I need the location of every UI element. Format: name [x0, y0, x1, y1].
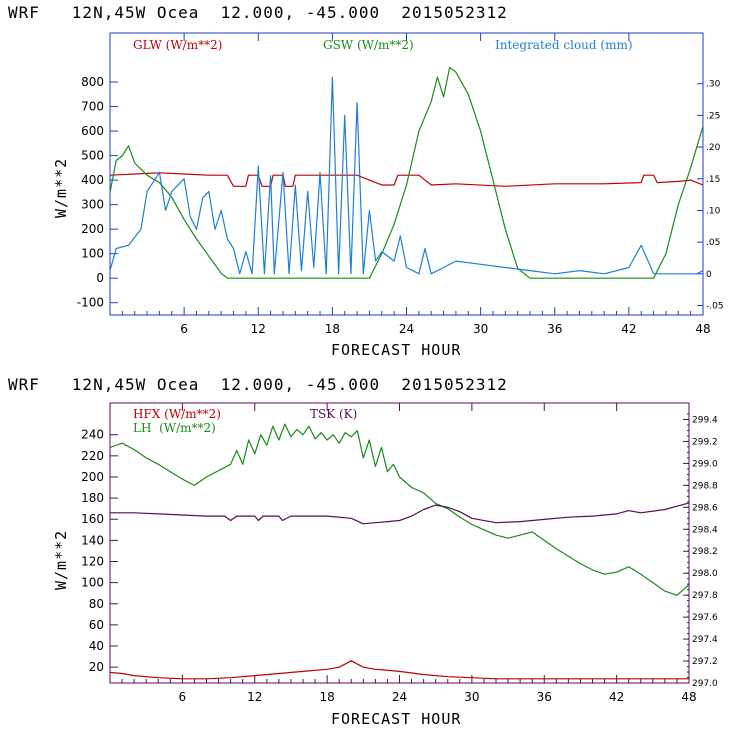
chart-2-legend-hfx: HFX (W/m**2): [133, 407, 221, 421]
x-tick-label: 12: [251, 322, 266, 336]
chart-2-y2-tick-labels: 297.0 297.2 297.4 297.6 297.8 298.0 298.2 298.4…: [692, 415, 718, 689]
y-tick-label: 300: [81, 198, 104, 212]
chart-2: WRF 12N,45W Ocea 12.000, -45.000 2015052…: [8, 375, 718, 728]
chart-1-x-axis-title: FORECAST HOUR: [331, 341, 461, 359]
chart-1: WRF 12N,45W Ocea 12.000, -45.000 2015052…: [8, 3, 724, 359]
series-line-integrated-cloud: [109, 76, 704, 275]
x-tick-label: 24: [392, 690, 407, 704]
y-tick-label: 700: [81, 100, 104, 114]
y-tick-label: 20: [89, 660, 104, 674]
x-tick-label: 6: [180, 322, 188, 336]
chart-2-ticks: [110, 403, 690, 684]
y-tick-label: 180: [81, 491, 104, 505]
y2-tick-label: 298.0: [692, 569, 718, 579]
chart-1-legend-glw: GLW (W/m**2): [133, 38, 222, 52]
x-tick-label: 36: [537, 690, 552, 704]
chart-2-x-tick-labels: 6 12 18 24 30 36 42 48: [179, 690, 697, 704]
series-line-tsk: [110, 502, 690, 525]
chart-2-legend-tsk: TSK (K): [310, 407, 357, 421]
x-tick-label: 42: [609, 690, 624, 704]
y2-tick-label: 299.2: [692, 437, 718, 447]
series-line-hfx: [109, 660, 689, 680]
chart-2-legend-lh: LH (W/m**2): [133, 421, 216, 435]
y2-tick-label: 297.8: [692, 591, 718, 601]
x-tick-label: 42: [621, 322, 636, 336]
chart-1-y-axis-title: W/m**2: [52, 158, 70, 218]
y2-tick-label: 297.4: [692, 635, 718, 645]
x-tick-label: 24: [399, 322, 414, 336]
chart-1-header: WRF 12N,45W Ocea 12.000, -45.000 2015052…: [8, 3, 508, 22]
chart-1-legend-cloud: Integrated cloud (mm): [495, 38, 633, 52]
chart-2-frame: [109, 402, 690, 684]
chart-2-series: [109, 423, 690, 680]
y-tick-label: 100: [81, 576, 104, 590]
y-tick-label: 200: [81, 470, 104, 484]
y-tick-label: 160: [81, 512, 104, 526]
x-tick-label: 18: [319, 690, 334, 704]
y2-tick-label: 0: [706, 270, 712, 280]
chart-1-y2-tick-labels: -.05 0 .05 .10 .15 .20 .25 .30: [706, 80, 724, 312]
chart-2-x-axis-title: FORECAST HOUR: [331, 710, 461, 728]
y-tick-label: 220: [81, 449, 104, 463]
y2-tick-label: 298.8: [692, 481, 718, 491]
y-tick-label: 200: [81, 222, 104, 236]
y-tick-label: 60: [89, 618, 104, 632]
x-tick-label: 18: [325, 322, 340, 336]
y2-tick-label: 299.4: [692, 415, 718, 425]
y-tick-label: 80: [89, 597, 104, 611]
y-tick-label: 500: [81, 149, 104, 163]
chart-1-legend-gsw: GSW (W/m**2): [323, 38, 414, 52]
y-tick-label: 0: [96, 271, 104, 285]
x-tick-label: 36: [547, 322, 562, 336]
y-tick-label: 140: [81, 533, 104, 547]
x-tick-label: 48: [681, 690, 696, 704]
y-tick-label: 600: [81, 124, 104, 138]
y2-tick-label: .20: [706, 143, 721, 153]
x-tick-label: 12: [247, 690, 262, 704]
y2-tick-label: 297.6: [692, 613, 718, 623]
y-tick-label: 800: [81, 75, 104, 89]
chart-2-header: WRF 12N,45W Ocea 12.000, -45.000 2015052…: [8, 375, 508, 394]
chart-1-frame: [109, 32, 704, 316]
y-tick-label: 240: [81, 428, 104, 442]
series-line-gsw: [109, 66, 704, 279]
chart-1-y-tick-labels: -100 0 100 200 300 400 500 600 700 800: [77, 75, 104, 310]
y2-tick-label: 299.0: [692, 459, 718, 469]
chart-1-x-tick-labels: 6 12 18 24 30 36 42 48: [180, 322, 710, 336]
y-tick-label: 400: [81, 173, 104, 187]
chart-2-y-tick-labels: 20 40 60 80 100 120 140 160 180 200 220 240: [81, 428, 104, 674]
y2-tick-label: -.05: [706, 301, 724, 311]
chart-2-y-axis-title: W/m**2: [52, 530, 70, 590]
x-tick-label: 6: [179, 690, 187, 704]
y-tick-label: 120: [81, 554, 104, 568]
chart-1-ticks: [110, 33, 704, 315]
x-tick-label: 30: [473, 322, 488, 336]
y-tick-label: -100: [77, 296, 104, 310]
y2-tick-label: .05: [706, 238, 720, 248]
y2-tick-label: .25: [706, 111, 720, 121]
y2-tick-label: 298.6: [692, 503, 718, 513]
x-tick-label: 30: [464, 690, 479, 704]
y2-tick-label: .10: [706, 206, 721, 216]
y2-tick-label: .30: [706, 80, 721, 90]
y-tick-label: 100: [81, 247, 104, 261]
y2-tick-label: 297.0: [692, 679, 718, 689]
series-line-lh: [109, 423, 690, 596]
chart-1-series: [109, 66, 704, 279]
y2-tick-label: 298.2: [692, 547, 718, 557]
y2-tick-label: 298.4: [692, 525, 718, 535]
y2-tick-label: .15: [706, 175, 720, 185]
y-tick-label: 40: [89, 639, 104, 653]
y2-tick-label: 297.2: [692, 657, 718, 667]
x-tick-label: 48: [695, 322, 710, 336]
series-line-glw: [109, 172, 704, 187]
